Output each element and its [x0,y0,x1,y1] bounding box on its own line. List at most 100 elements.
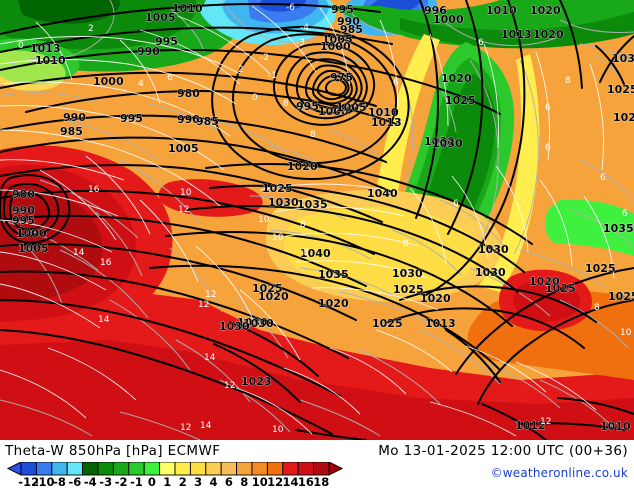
color-scale-swatch[interactable] [297,462,315,476]
isobar-label: 985 [340,23,363,36]
isobar-label: 1025 [545,282,576,295]
isobar-label: 1000 [318,105,349,118]
thetaw-value-label: 12 [198,300,209,310]
isobar-label: 1025 [393,283,424,296]
color-scale-swatches [6,462,344,476]
isobar-label: 1005 [18,242,49,255]
thetaw-value-label: 0 [18,41,24,51]
isobar-label: 1030 [392,267,423,280]
thetaw-value-label: 12 [180,423,191,433]
color-scale-tick: -12 [18,475,39,489]
footer-bar: Theta-W 850hPa [hPa] ECMWF Mo 13-01-2025… [0,440,634,490]
color-scale-swatch[interactable] [128,462,145,476]
thetaw-value-label: 4 [138,79,144,89]
color-scale-swatch[interactable] [97,462,114,476]
color-scale-swatch[interactable] [266,462,284,476]
isobar-label: 1030 [475,266,506,279]
isobar-label: 1000 [433,13,464,26]
color-scale-swatch[interactable] [82,462,99,476]
thetaw-value-label: 6 [393,78,399,88]
isobar-label: 1025 [607,83,634,96]
color-scale-swatch[interactable] [282,462,299,476]
thetaw-value-label: 14 [73,248,85,258]
isobar-label: 1030 [219,320,250,333]
isobar-label: 1010 [172,2,203,15]
thetaw-value-label: -1 [268,71,277,81]
isobar-label: 1030 [243,317,274,330]
isobar-label: 995 [155,35,178,48]
thetaw-value-label: 6 [167,73,173,83]
color-scale-tick: 2 [179,475,187,489]
thetaw-value-label: 10 [272,425,284,435]
color-scale-swatch[interactable] [189,462,207,476]
color-scale-swatch[interactable] [251,462,268,476]
color-scale-swatch[interactable] [20,462,37,476]
color-scale-tick: -10 [34,475,55,489]
weather-map-panel[interactable]: 1010 1005 995 990 985 996 1010 1000 1020 995 990 10… [0,0,634,440]
thetaw-value-label: 6 [600,173,606,183]
isobar-label: 990 [177,113,200,126]
color-scale-over-arrow [328,462,344,476]
color-scale-tick: 4 [209,475,217,489]
isobar-label: 975 [330,71,353,84]
thetaw-value-label: 14 [98,315,110,325]
color-scale-swatch[interactable] [159,462,176,476]
isobar-label: 1000 [16,227,47,240]
isobar-label: 1025 [372,317,403,330]
isobar-label: 1013 [30,42,61,55]
thetaw-value-label: 6 [622,209,628,219]
color-scale-swatch[interactable] [51,462,68,476]
color-scale-legend[interactable]: -12 -10 -8 -6 -4 -3 -2 -1 0 1 2 3 4 6 8 10 12 14 16 18 [0,462,360,490]
thetaw-value-label: 8 [403,239,409,249]
color-scale-tick: -8 [53,475,66,489]
thetaw-value-labels: 20-6-4-3-2-10246866866810121614161214121… [18,3,632,435]
thetaw-value-label: -2 [260,53,269,63]
color-scale-tick: -1 [130,475,143,489]
color-scale-swatch[interactable] [220,462,238,476]
thetaw-value-label: -6 [286,3,295,13]
color-scale-swatch[interactable] [35,462,53,476]
color-scale-tick: 10 [252,475,268,489]
thetaw-value-label: 12 [540,417,551,427]
isobar-label: 1000 [320,40,351,53]
isobar-label: 1005 [322,33,353,46]
thetaw-value-label: 8 [310,130,316,140]
isobar-label: 1030 [432,137,463,150]
color-scale-tick: -4 [84,475,97,489]
isobar-label: 1030 [268,196,299,209]
thetaw-value-label: 8 [565,76,571,86]
isobar-label: 1030 [237,316,268,329]
thetaw-value-label: 8 [303,248,309,258]
isobar-label: 990 [137,45,160,58]
field-green-e-small [545,199,634,256]
isobar-label: 1025 [585,262,616,275]
isobar-label: 1025 [608,290,634,303]
isobar-label: 1010 [368,106,399,119]
color-scale-swatch[interactable] [66,462,84,476]
color-scale-swatch[interactable] [236,462,253,476]
isobar-label: 1020 [258,290,289,303]
isobar-label: 1020 [530,4,561,17]
thetaw-value-label: -3 [296,38,305,48]
thetaw-value-label: 6 [478,38,484,48]
thetaw-value-label: 10 [620,328,632,338]
color-scale-swatch[interactable] [112,462,130,476]
color-scale-swatch[interactable] [313,462,330,476]
color-scale-swatch[interactable] [205,462,222,476]
thetaw-value-label: 6 [545,103,551,113]
isobar-label: 1010 [35,54,66,67]
color-scale-swatch[interactable] [143,462,161,476]
isobar-label: 1012 [515,419,546,432]
field-green-nw3 [18,0,121,24]
isobar-label: 1013 [501,28,532,41]
isobar-label: 1005 [145,11,176,24]
isobar-label: 1025 [252,282,283,295]
isobar-label: 990 [337,15,360,28]
isobar-label: 980 [177,87,200,100]
isobar-label: 1023 [241,375,272,388]
thetaw-value-label: 8 [300,220,306,230]
color-scale-swatch[interactable] [174,462,191,476]
color-scale-svg[interactable]: -12-10-8 -6 -4 -3 -2 -1 0 1 2 3 4 6 8 10 12 14 16 18 [0,462,360,490]
